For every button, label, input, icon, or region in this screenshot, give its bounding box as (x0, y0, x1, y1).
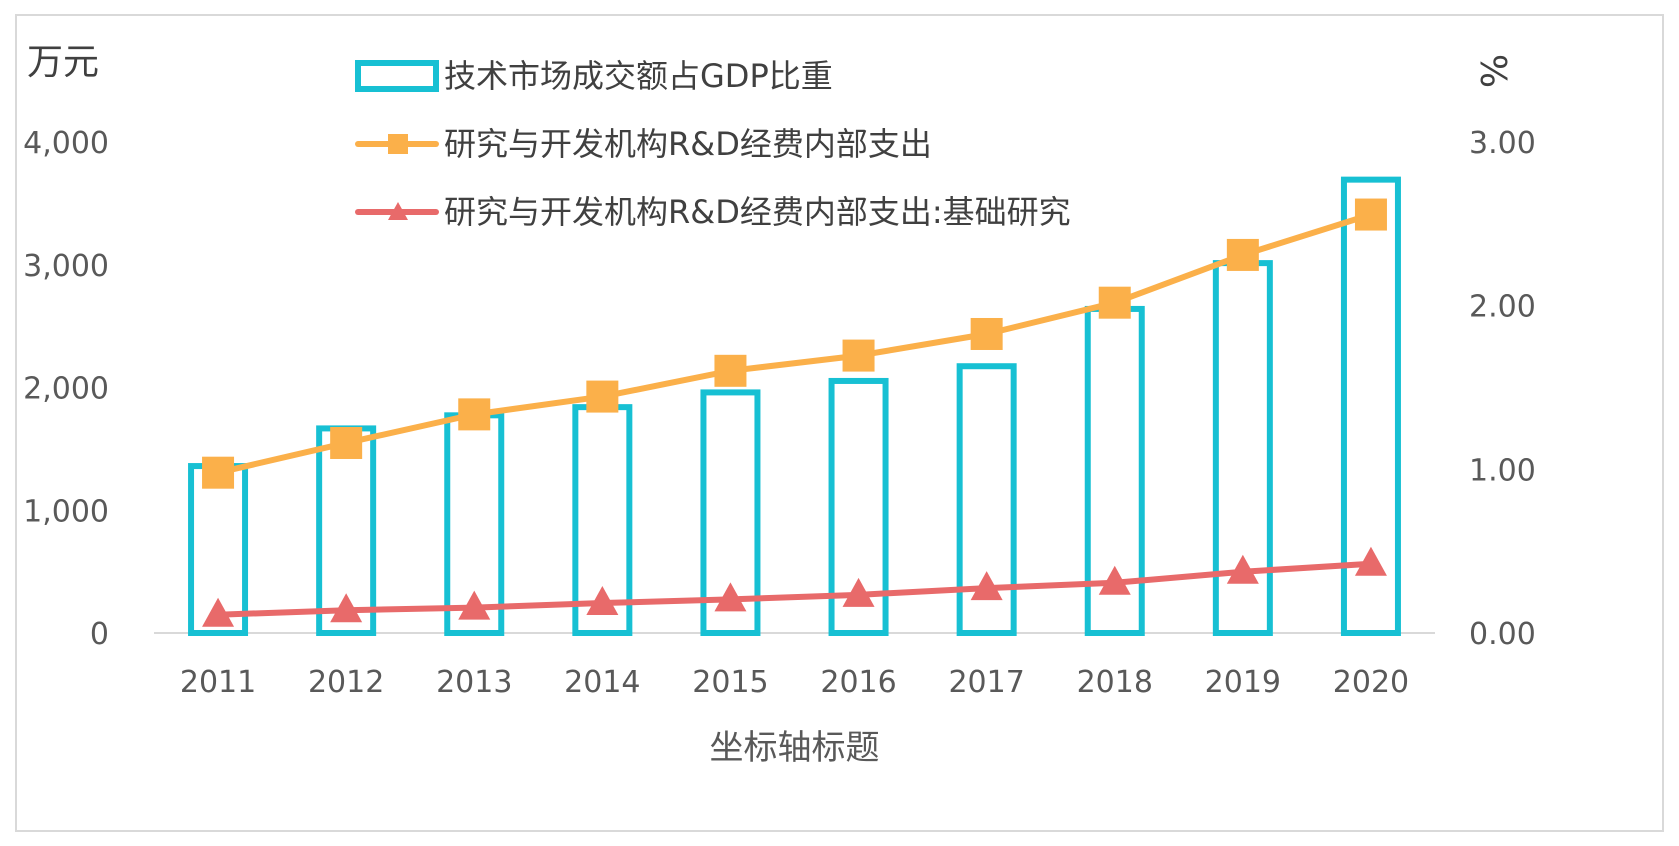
legend-label-basic: 研究与开发机构R&D经费内部支出:基础研究 (444, 193, 1071, 231)
rd-expenditure-marker (1354, 198, 1387, 231)
rd-expenditure-marker (330, 426, 363, 459)
x-tick-label: 2014 (564, 665, 640, 700)
legend-swatch-bar (355, 60, 439, 92)
basic-research-line (215, 560, 1374, 618)
right-tick-label: 0.00 (1469, 617, 1536, 652)
basic-research-marker (586, 586, 619, 616)
basic-research-marker (330, 593, 363, 623)
basic-research-marker (970, 571, 1003, 601)
left-tick-label: 1,000 (23, 494, 109, 529)
left-tick-label: 0 (90, 617, 109, 652)
legend-marker-rd (388, 134, 408, 154)
x-tick-label: 2018 (1077, 665, 1153, 700)
legend-marker-basic (388, 202, 408, 220)
rd-expenditure-marker (1226, 238, 1259, 271)
x-tick-label: 2017 (948, 665, 1024, 700)
rd-expenditure-marker (842, 339, 875, 372)
right-tick-label: 3.00 (1469, 126, 1536, 161)
x-tick-label: 2011 (180, 665, 256, 700)
basic-research-marker (714, 582, 747, 612)
bar (188, 463, 249, 636)
basic-research-marker (1226, 554, 1259, 584)
rd-expenditure-marker (714, 354, 747, 387)
rd-expenditure-marker (586, 380, 619, 413)
bar (316, 425, 377, 636)
x-tick-label: 2013 (436, 665, 512, 700)
chart: 万元 0 1,000 2,000 3,000 4,000% 0.00 1.00 2.00 3.00… (23, 42, 1536, 768)
x-tick-label: 2019 (1205, 665, 1281, 700)
rd-expenditure-marker (458, 398, 491, 431)
x-tick-label: 2015 (692, 665, 768, 700)
left-tick-label: 2,000 (23, 372, 109, 407)
basic-research-marker (1098, 565, 1131, 595)
rd-expenditure-marker (970, 317, 1003, 350)
legend-label-bar: 技术市场成交额占GDP比重 (444, 57, 833, 95)
basic-research-marker (1354, 546, 1387, 576)
left-tick-label: 3,000 (23, 249, 109, 284)
x-tick-label: 2016 (820, 665, 896, 700)
basic-research-marker (202, 597, 235, 627)
right-axis-unit: % (1472, 54, 1513, 88)
right-tick-label: 2.00 (1469, 290, 1536, 325)
basic-research-marker (842, 577, 875, 607)
basic-research-marker (458, 590, 491, 620)
rd-expenditure-marker (202, 456, 235, 489)
chart-frame: 万元 0 1,000 2,000 3,000 4,000% 0.00 1.00 2.00 3.00… (15, 14, 1664, 832)
rd-expenditure-line (215, 211, 1374, 476)
left-axis-unit: 万元 (27, 42, 99, 83)
right-tick-label: 1.00 (1469, 453, 1536, 488)
x-tick-label: 2012 (308, 665, 384, 700)
legend-label-rd: 研究与开发机构R&D经费内部支出 (444, 125, 932, 163)
left-tick-label: 4,000 (23, 126, 109, 161)
x-axis-title: 坐标轴标题 (710, 728, 880, 768)
rd-expenditure-marker (1098, 286, 1131, 319)
x-tick-label: 2020 (1333, 665, 1409, 700)
